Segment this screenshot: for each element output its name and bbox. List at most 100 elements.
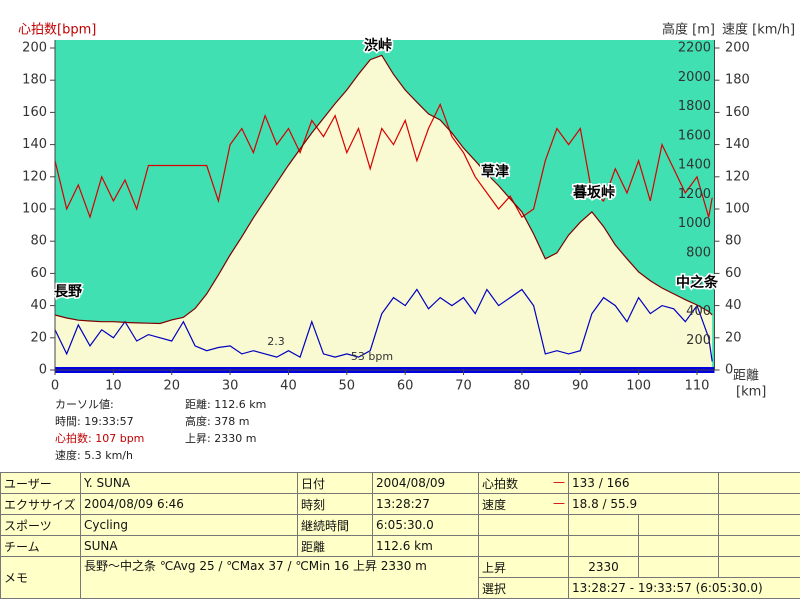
cell: 選択 — [478, 577, 569, 599]
label: 距離: — [185, 398, 211, 411]
cell — [718, 535, 800, 557]
y2-tick-label: 800 — [686, 245, 711, 260]
y-tick-label: 100 — [22, 202, 47, 217]
x-tick-label: 70 — [455, 379, 472, 394]
cursor-info: 距離: 112.6 km 高度: 378 m 上昇: 2330 m — [185, 396, 266, 447]
cell: Cycling — [80, 514, 298, 536]
y3-axis-title: 速度 [km/h] — [722, 22, 795, 38]
value: 19:33:57 — [84, 415, 134, 428]
y3-tick-label: 200 — [725, 41, 750, 56]
y-tick-label: 0 — [39, 363, 47, 378]
cell: 継続時間 — [297, 514, 373, 536]
label: 時間: — [55, 415, 81, 428]
x-tick-label: 90 — [572, 379, 589, 394]
y-tick-label: 120 — [22, 169, 47, 184]
cell: 18.8 / 55.9 — [567, 493, 720, 515]
y-tick-label: 20 — [30, 330, 47, 345]
cell: メモ — [0, 556, 81, 599]
dash: — — [553, 495, 565, 510]
cell — [478, 535, 569, 557]
altitude-area — [55, 55, 713, 371]
cell: エクササイズ — [0, 493, 81, 515]
y2-tick-label: 1800 — [678, 99, 711, 114]
cursor-row: 上昇: 2330 m — [185, 430, 266, 447]
series-line — [54, 54, 713, 325]
cell: 心拍数 — — [478, 472, 569, 494]
dash: — — [553, 474, 565, 489]
x-axis-unit: [km] — [736, 385, 766, 400]
cell: チーム — [0, 535, 81, 557]
row: 選択 13:28:27 - 19:33:57 (6:05:30.0) — [1, 577, 800, 599]
value: 112.6 km — [214, 398, 267, 411]
cell: Y. SUNA — [80, 472, 298, 494]
y2-tick-label: 1400 — [678, 158, 711, 173]
cell: 13:28:27 — [372, 493, 479, 515]
cell: 日付 — [297, 472, 373, 494]
y-tick-label: 160 — [22, 105, 47, 120]
cell — [718, 514, 800, 536]
x-tick-label: 110 — [685, 379, 710, 394]
y2-tick-label: 1200 — [678, 187, 711, 202]
cursor-row: 高度: 378 m — [185, 413, 266, 430]
place-label: 中之条 — [676, 274, 719, 291]
y2-tick-label: 200 — [686, 333, 711, 348]
value: 5.3 km/h — [84, 449, 133, 462]
cell — [478, 514, 569, 536]
label: 心拍数 — [482, 476, 519, 491]
cell: 2330 — [568, 556, 639, 578]
x-tick-label: 40 — [280, 379, 297, 394]
cell — [718, 556, 800, 578]
y-tick-label: 60 — [30, 266, 47, 281]
row: スポーツ Cycling 継続時間 6:05:30.0 — [0, 514, 800, 536]
cell: 6:05:30.0 — [372, 514, 479, 536]
x-tick-label: 50 — [339, 379, 356, 394]
label: 高度: — [185, 415, 211, 428]
cell: ユーザー — [0, 472, 81, 494]
cursor-info: カーソル値: 時間: 19:33:57 心拍数: 107 bpm 速度: 5.3… — [55, 396, 144, 464]
annotation: 2.3 — [267, 335, 285, 348]
cursor-row: 速度: 5.3 km/h — [55, 447, 144, 464]
cell: スポーツ — [0, 514, 81, 536]
row: ユーザー Y. SUNA 日付 2004/08/09 心拍数 — 133 / 166 — [0, 472, 800, 494]
x-tick-label: 80 — [514, 379, 531, 394]
y3-tick-label: 0 — [725, 363, 733, 378]
y3-tick-label: 60 — [725, 266, 742, 281]
value: 378 m — [214, 415, 250, 428]
y-tick-label: 140 — [22, 137, 47, 152]
cell: 13:28:27 - 19:33:57 (6:05:30.0) — [567, 577, 800, 599]
y-tick-label: 80 — [30, 234, 47, 249]
label: 上昇: — [185, 432, 211, 445]
cell: 2004/08/09 6:46 — [80, 493, 298, 515]
place-label: 長野 — [54, 284, 82, 300]
y-tick-label: 200 — [22, 41, 47, 56]
cell — [718, 472, 800, 494]
x-tick-label: 100 — [626, 379, 651, 394]
cell — [718, 493, 800, 515]
x-tick-label: 30 — [222, 379, 239, 394]
series-line — [54, 288, 713, 362]
y3-tick-label: 80 — [725, 234, 742, 249]
cell — [568, 535, 639, 557]
cell: 距離 — [297, 535, 373, 557]
y2-tick-label: 1000 — [678, 216, 711, 231]
place-label: 草津 — [481, 163, 509, 180]
row: メモ 長野～中之条 ℃Avg 25 / ℃Max 37 / ℃Min 16 上昇… — [0, 556, 800, 599]
series-line — [54, 102, 713, 220]
cell: SUNA — [80, 535, 298, 557]
cell: 133 / 166 — [567, 472, 720, 494]
x-tick-label: 20 — [163, 379, 180, 394]
cell: 長野～中之条 ℃Avg 25 / ℃Max 37 / ℃Min 16 上昇 23… — [80, 556, 479, 599]
place-label: 暮坂峠 — [572, 184, 615, 201]
row: チーム SUNA 距離 112.6 km — [0, 535, 800, 557]
place-label: 渋峠 — [364, 37, 392, 54]
chart: 心拍数[bpm] 高度 [m] 速度 [km/h] 距離 [km] 0 20 40 6… — [18, 22, 795, 400]
y2-tick-label: 2200 — [678, 41, 711, 56]
x-tick-label: 60 — [397, 379, 414, 394]
x-axis-title: 距離 — [733, 369, 759, 384]
cell: 速度 — — [478, 493, 569, 515]
x-tick-label: 10 — [105, 379, 122, 394]
summary-table: ユーザー Y. SUNA 日付 2004/08/09 心拍数 — 133 / 166 … — [0, 472, 800, 599]
cell — [637, 535, 720, 557]
cell — [637, 514, 720, 536]
